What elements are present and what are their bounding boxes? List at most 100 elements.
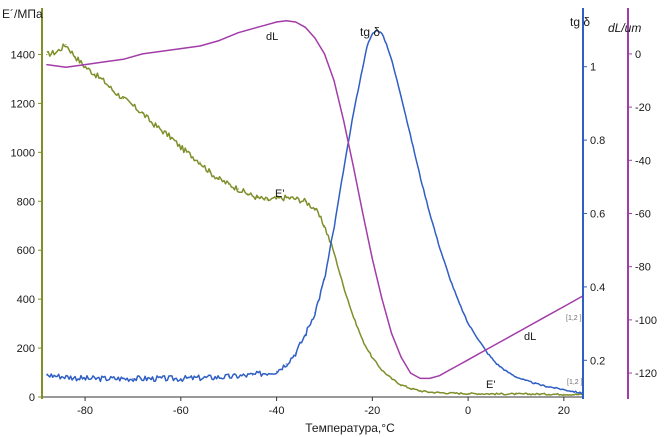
tan_delta-tick-label: 0.8 [590,135,605,147]
data-point [103,61,105,63]
data-point [113,90,115,92]
data-point [55,51,58,53]
data-point [390,58,393,61]
data-point [381,33,383,35]
data-point [429,212,431,215]
dl-curve-label-top: dL [266,31,278,43]
data-point [333,79,335,82]
series-layer [46,19,584,396]
data-point [84,378,86,380]
data-point [199,161,201,163]
data-point [524,327,527,329]
data-point [390,378,393,380]
data-point [295,352,297,354]
data-point [352,113,354,115]
left-axis-title: E´/МПа [2,7,43,21]
data-point [266,24,268,26]
data-point [247,193,249,195]
data-point [141,53,144,55]
data-point [276,370,278,372]
data-point [457,364,460,366]
data-point [467,323,469,325]
x-tick-label: 20 [558,405,570,417]
data-point [46,374,48,376]
dl-tick-label: -120 [635,368,657,380]
data-point [381,298,383,300]
e_modulus-tick-label: 800 [17,196,35,208]
e_modulus-tick-label: 200 [17,343,35,355]
data-point [515,376,517,378]
data-point [199,45,201,47]
data-point [505,370,507,372]
data-point [84,64,86,66]
dl-tick-label: -80 [635,262,651,274]
data-point [218,40,220,42]
corner-marker-bottom: [1,2 ] [567,379,583,386]
data-point [256,26,258,28]
data-point [94,73,96,75]
data-point [419,176,421,178]
tan_delta-tick-label: 0.2 [590,355,605,367]
data-point [323,225,326,227]
x-tick-label: -40 [269,405,285,417]
data-point [74,56,77,58]
data-point [323,279,326,281]
data-point [65,44,67,46]
data-point [477,337,479,339]
series-line-0 [46,43,584,396]
data-point [410,387,412,389]
data-point [352,315,354,317]
data-point [457,301,460,303]
data-point [367,44,369,46]
data-point [266,199,268,201]
data-point [371,258,373,260]
data-point [505,337,507,340]
data-point [180,146,182,148]
data-point [237,32,239,34]
data-point [486,348,488,350]
dl-curve-label-bottom: dL [524,331,536,343]
data-point [141,112,144,114]
data-point [285,20,287,22]
data-point [429,377,431,379]
series-line-1 [46,29,584,395]
data-point [438,375,440,377]
series-line-2 [46,19,584,380]
data-point [161,50,163,52]
data-point [438,245,440,248]
x-axis-title: Температура,°C [305,421,395,435]
data-point [170,137,172,139]
data-point [209,171,211,173]
e-curve-label-bottom: E' [486,379,495,391]
e-curve-label-middle: E' [275,188,284,200]
data-point [386,44,388,46]
tan_delta-tick-label: 1 [590,62,596,74]
data-point [544,385,546,387]
tan-curve-label-top: tg δ [360,25,380,39]
data-point [180,48,182,50]
data-point [333,227,335,229]
data-point [295,21,297,23]
data-point [304,26,306,28]
data-point [343,119,345,121]
x-tick-label: -80 [77,405,93,417]
data-point [400,356,402,358]
data-point [390,332,393,334]
data-point [515,393,517,395]
dl-tick-label: 0 [635,49,641,61]
data-point [122,58,124,60]
data-point [563,306,565,308]
data-point [132,378,134,380]
data-point [352,165,354,167]
data-point [524,379,527,382]
data-point [448,275,450,277]
data-point [314,37,316,39]
data-point [376,29,378,31]
data-point [314,312,316,314]
e_modulus-tick-label: 400 [17,294,35,306]
e_modulus-tick-label: 1000 [11,147,35,159]
data-point [343,286,345,288]
data-point [572,390,575,393]
data-point [448,369,450,371]
